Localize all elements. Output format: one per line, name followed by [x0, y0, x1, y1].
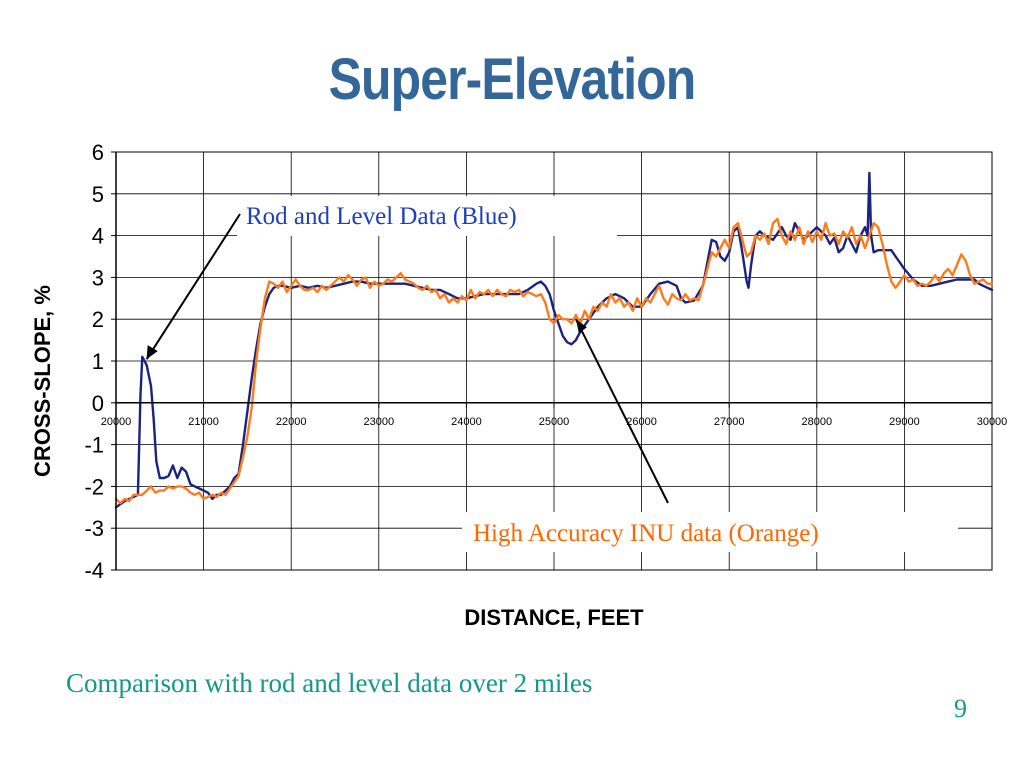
annotation-label-orange: High Accuracy INU data (Orange): [473, 520, 819, 547]
x-tick-label: 22000: [276, 416, 307, 428]
slide-title: Super-Elevation: [328, 47, 697, 112]
y-tick-label: 5: [92, 182, 104, 207]
x-axis-title: DISTANCE, FEET: [464, 605, 644, 630]
axes: 20000 21000 22000 23000 24000 25000 26000 27000…: [30, 140, 1007, 630]
slide-caption: Comparison with rod and level data over …: [66, 668, 593, 698]
x-tick-label: 24000: [451, 416, 482, 428]
x-tick-label: 26000: [626, 416, 657, 428]
y-tick-label: 2: [92, 307, 104, 332]
x-tick-label: 30000: [977, 416, 1008, 428]
annotation-arrow-orange: [575, 318, 669, 504]
series-line-orange: [114, 217, 994, 505]
y-tick-label: -3: [84, 516, 104, 541]
page-number: 9: [954, 694, 967, 723]
x-tick-label: 23000: [364, 416, 395, 428]
x-tick-label: 21000: [188, 416, 219, 428]
y-tick-label: 3: [92, 265, 104, 290]
x-tick-label: 25000: [539, 416, 570, 428]
annotation-box-blue: [237, 196, 617, 236]
annotation-arrow-blue: [145, 213, 241, 360]
y-tick-label: 4: [92, 224, 104, 249]
y-tick-label: 0: [92, 391, 104, 416]
annotation-arrowhead-blue: [146, 345, 158, 360]
y-tick-label: -1: [84, 433, 104, 458]
x-tick-label: 28000: [802, 416, 833, 428]
y-tick-label: -2: [84, 474, 104, 499]
y-axis-title: CROSS-SLOPE, %: [30, 285, 55, 477]
annotations: Rod and Level Data (Blue) High Accuracy I…: [145, 196, 958, 552]
annotation-arrowhead-orange: [575, 319, 587, 334]
y-tick-label: 6: [92, 140, 104, 165]
series-lines: [114, 171, 994, 509]
y-tick-label: 1: [92, 349, 104, 374]
annotation-label-blue: Rod and Level Data (Blue): [246, 203, 517, 230]
y-tick-label: -4: [84, 558, 104, 583]
x-tick-label: 27000: [714, 416, 745, 428]
x-tick-label: 20000: [101, 416, 132, 428]
x-tick-label: 29000: [889, 416, 920, 428]
annotation-box-orange: [462, 512, 958, 552]
